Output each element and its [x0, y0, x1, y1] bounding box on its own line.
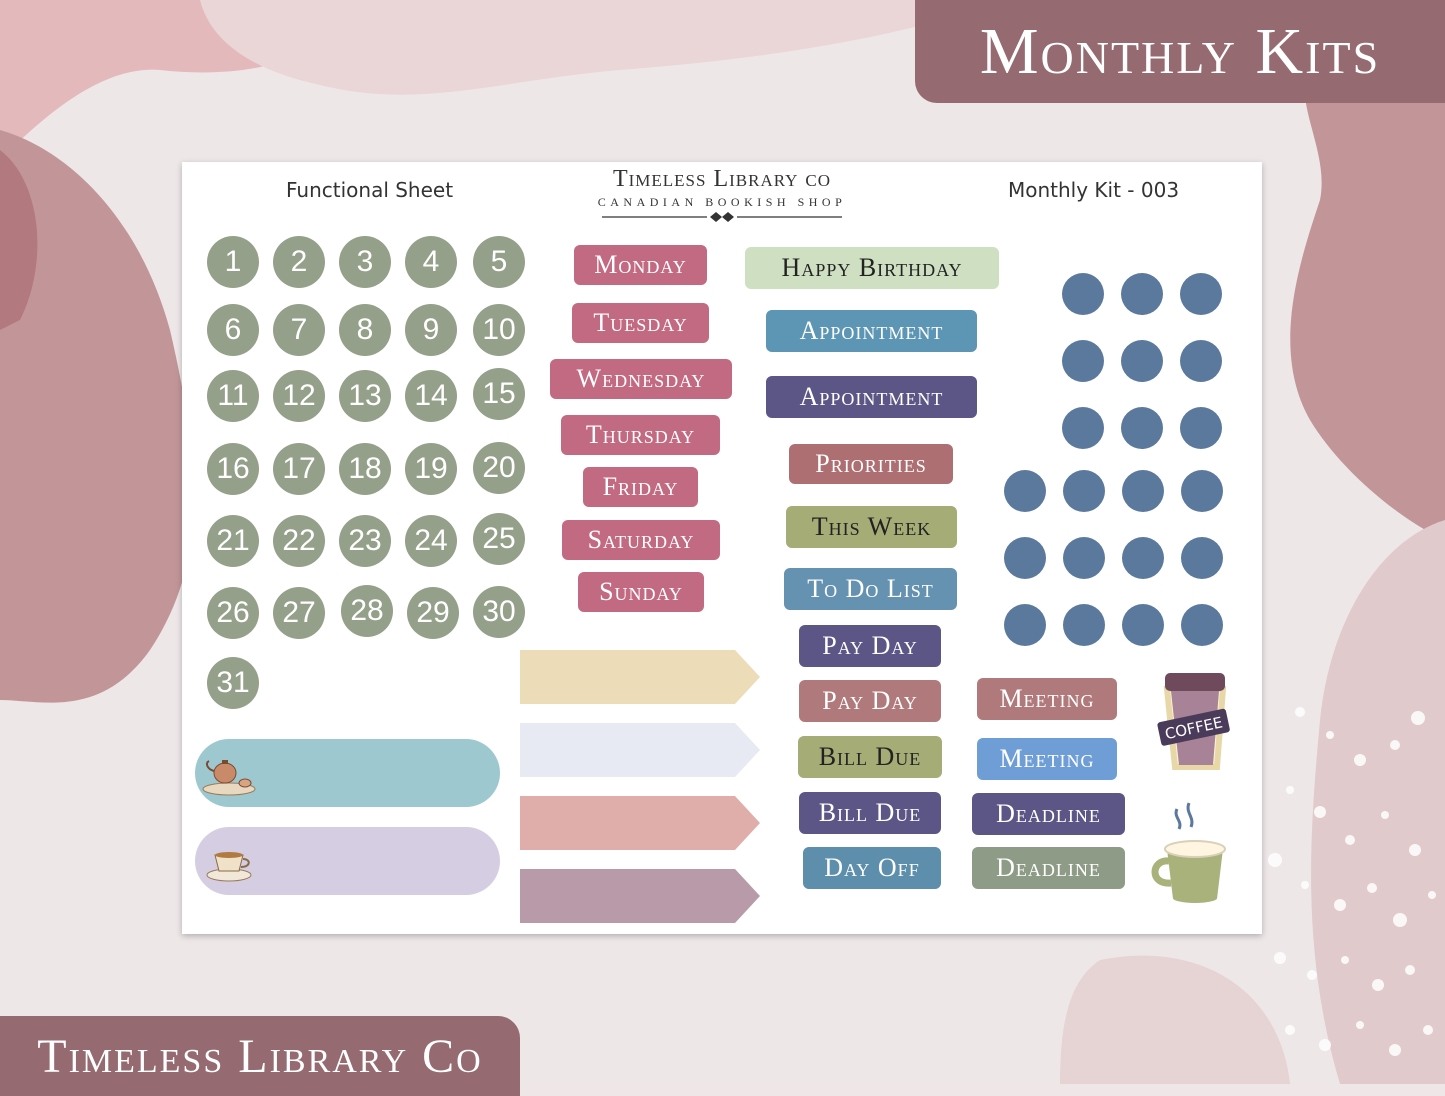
day-label-sunday: Sunday	[578, 572, 704, 612]
number-sticker: 25	[473, 513, 525, 565]
page-title-banner: Monthly Kits	[915, 0, 1445, 103]
coffee-mug-icon	[1151, 802, 1228, 907]
label-meeting: Meeting	[977, 678, 1117, 720]
number-sticker: 27	[273, 587, 325, 639]
number-sticker: 18	[339, 443, 391, 495]
teacup-pill-sticker	[195, 827, 500, 895]
number-sticker: 24	[405, 515, 457, 567]
number-sticker: 2	[273, 236, 325, 288]
dot-sticker	[1063, 470, 1105, 512]
dot-sticker	[1122, 537, 1164, 579]
dot-sticker	[1121, 407, 1163, 449]
day-label-wednesday: Wednesday	[550, 359, 732, 399]
number-sticker: 12	[273, 370, 325, 422]
number-sticker: 6	[207, 304, 259, 356]
day-label-saturday: Saturday	[562, 520, 720, 560]
number-sticker: 1	[207, 236, 259, 288]
number-sticker: 15	[473, 368, 525, 420]
dot-sticker	[1122, 470, 1164, 512]
number-sticker: 19	[405, 443, 457, 495]
dot-sticker	[1004, 470, 1046, 512]
arrow-flag-sticker	[520, 650, 760, 704]
label-day-off: Day Off	[803, 847, 941, 889]
dot-sticker	[1121, 273, 1163, 315]
number-sticker: 23	[339, 515, 391, 567]
number-sticker: 14	[405, 370, 457, 422]
sheet-right-label: Monthly Kit - 003	[1008, 178, 1180, 202]
number-sticker: 10	[473, 304, 525, 356]
number-sticker: 20	[473, 442, 525, 494]
teapot-pill-sticker	[195, 739, 500, 807]
brand-banner: Timeless Library Co	[0, 1016, 520, 1096]
dot-sticker	[1063, 604, 1105, 646]
number-sticker: 26	[207, 587, 259, 639]
label-pay-day: Pay Day	[799, 625, 941, 667]
number-sticker: 31	[207, 657, 259, 709]
dot-sticker	[1181, 604, 1223, 646]
dot-sticker	[1062, 273, 1104, 315]
number-sticker: 22	[273, 515, 325, 567]
number-sticker: 8	[339, 304, 391, 356]
label-appointment: Appointment	[766, 376, 977, 418]
sticker-sheet: Functional Sheet Monthly Kit - 003 Timel…	[182, 162, 1262, 934]
dot-sticker	[1004, 537, 1046, 579]
teapot-icon	[202, 760, 256, 796]
dot-sticker	[1122, 604, 1164, 646]
logo-divider-icon	[602, 212, 842, 222]
number-sticker: 3	[339, 236, 391, 288]
sheet-left-label: Functional Sheet	[286, 178, 454, 202]
number-sticker: 16	[207, 443, 259, 495]
dot-sticker	[1180, 340, 1222, 382]
label-to-do-list: To Do List	[784, 568, 957, 610]
dot-sticker	[1062, 340, 1104, 382]
day-label-tuesday: Tuesday	[572, 303, 709, 343]
coffee-to-go-cup-icon: COFFEE	[1157, 673, 1230, 770]
number-sticker: 5	[473, 236, 525, 288]
number-sticker: 29	[407, 587, 459, 639]
dot-sticker	[1180, 273, 1222, 315]
logo-subtitle: CANADIAN BOOKISH SHOP	[597, 195, 847, 209]
label-meeting: Meeting	[977, 738, 1117, 780]
number-sticker: 7	[273, 304, 325, 356]
dot-sticker	[1121, 340, 1163, 382]
arrow-flag-sticker	[520, 796, 760, 850]
day-label-monday: Monday	[574, 245, 707, 285]
label-deadline: Deadline	[972, 793, 1125, 835]
label-pay-day: Pay Day	[799, 680, 941, 722]
number-sticker: 13	[339, 370, 391, 422]
number-sticker: 11	[207, 370, 259, 422]
dot-sticker	[1181, 470, 1223, 512]
arrow-flag-sticker	[520, 869, 760, 923]
dot-sticker	[1063, 537, 1105, 579]
shop-logo: Timeless Library co CANADIAN BOOKISH SHO…	[572, 166, 872, 229]
number-sticker: 30	[473, 586, 525, 638]
number-sticker: 4	[405, 236, 457, 288]
label-priorities: Priorities	[789, 444, 953, 484]
label-deadline: Deadline	[972, 847, 1125, 889]
label-this-week: This Week	[786, 506, 957, 548]
label-bill-due: Bill Due	[799, 792, 941, 834]
number-sticker: 28	[341, 585, 393, 637]
number-sticker: 21	[207, 515, 259, 567]
number-sticker: 17	[273, 443, 325, 495]
dot-sticker	[1180, 407, 1222, 449]
teacup-icon	[206, 852, 252, 882]
label-appointment: Appointment	[766, 310, 977, 352]
dot-sticker	[1181, 537, 1223, 579]
day-label-friday: Friday	[583, 467, 698, 507]
logo-title: Timeless Library co	[612, 166, 832, 192]
dot-sticker	[1062, 407, 1104, 449]
label-happy-birthday: Happy Birthday	[745, 247, 999, 289]
label-bill-due: Bill Due	[798, 736, 942, 778]
day-label-thursday: Thursday	[561, 415, 720, 455]
dot-sticker	[1004, 604, 1046, 646]
number-sticker: 9	[405, 304, 457, 356]
arrow-flag-sticker	[520, 723, 760, 777]
